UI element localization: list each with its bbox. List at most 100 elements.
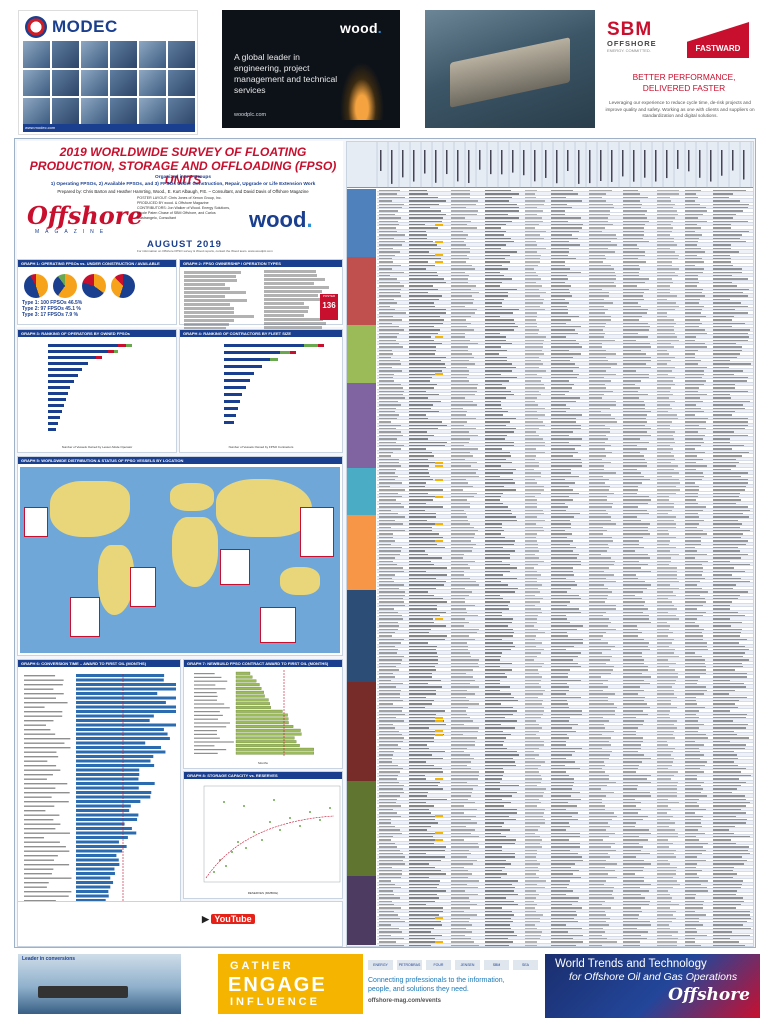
region-label <box>347 590 377 682</box>
region-label <box>347 682 377 781</box>
conversion-ad-label: Leader in conversions <box>22 956 75 962</box>
region-label <box>347 515 377 590</box>
graph-3-title: GRAPH 3: RANKING OF OPERATORS BY OWNED F… <box>18 330 176 337</box>
trends-line-1: World Trends and Technology <box>555 958 707 971</box>
operator-legend <box>184 270 340 330</box>
world-trends-ad[interactable]: World Trends and Technology for Offshore… <box>545 954 760 1018</box>
map-callout <box>130 567 156 607</box>
graph-8-title: GRAPH 8: STORAGE CAPACITY vs. RESERVES <box>184 772 342 779</box>
wood-logo-large: wood. <box>249 207 313 233</box>
table-row <box>347 944 754 947</box>
sbm-headline: BETTER PERFORMANCE, DELIVERED FASTER <box>610 72 758 94</box>
youtube-logo[interactable]: ▶ YouTube <box>202 914 255 925</box>
sponsor-logo: JENSEN <box>455 960 480 970</box>
modec-photo-grid <box>23 41 195 125</box>
poster-title: 2019 WORLDWIDE SURVEY OF FLOATING PRODUC… <box>25 145 341 187</box>
graph-8-plot <box>184 782 344 894</box>
type-3-value: Type 3: 17 FPSOs 7.9 % <box>22 312 174 318</box>
wood-url: woodplc.com <box>234 112 266 118</box>
sponsor-strip: ▶ YouTube <box>17 901 343 947</box>
table-header-grid <box>347 142 754 188</box>
type-breakdown: Type 1: 100 FPSOs 46.5% Type 2: 97 FPSOs… <box>22 300 174 318</box>
graph-7-newbuild: GRAPH 7: NEWBUILD FPSO CONTRACT AWARD TO… <box>183 659 343 769</box>
graph-6-title: GRAPH 6: CONVERSION TIME – AWARD TO FIRS… <box>18 660 180 667</box>
australia <box>280 567 320 595</box>
map-title: GRAPH 5: WORLDWIDE DISTRIBUTION & STATUS… <box>18 457 342 464</box>
fpso-survey-poster: 2019 WORLDWIDE SURVEY OF FLOATING PRODUC… <box>14 138 756 948</box>
graph-2-types: GRAPH 2: FPSO OWNERSHIP / OPERATION TYPE… <box>179 259 343 325</box>
africa <box>172 517 218 587</box>
region-label <box>347 257 377 325</box>
modec-url: www.modec.com <box>23 124 195 132</box>
sponsor-logo: ENERGY <box>368 960 393 970</box>
influence-text: INFLUENCE <box>230 996 320 1008</box>
events-ad[interactable]: ENERGY PETROBRAS FOUR JENSEN SBM SEA Con… <box>368 954 538 1014</box>
pie-chart-3 <box>82 274 106 298</box>
poster-number-tag: POSTER 136 <box>320 294 338 320</box>
graph-1-title: GRAPH 1: OPERATING FPSOs vs. UNDER CONST… <box>18 260 176 267</box>
gather-engage-ad[interactable]: GATHER ENGAGE INFLUENCE <box>218 954 363 1014</box>
pie-chart-1 <box>24 274 48 298</box>
fpso-photo <box>425 10 595 128</box>
sponsor-logo: SBM <box>484 960 509 970</box>
graph-8-scatter: GRAPH 8: STORAGE CAPACITY vs. RESERVES R… <box>183 771 343 899</box>
region-label <box>347 325 377 383</box>
sponsor-logo: PETROBRAS <box>397 960 422 970</box>
graph-3-bars <box>18 340 178 440</box>
trends-line-2: for Offshore Oil and Gas Operations <box>569 971 737 983</box>
organized-text: Organized into 3 Groups <box>25 175 341 180</box>
wood-ad[interactable]: wood. A global leader in engineering, pr… <box>222 10 400 128</box>
region-label <box>347 876 377 945</box>
wood-logo: wood. <box>340 20 382 36</box>
fast4ward-logo: FASTWARD <box>687 22 749 58</box>
region-label <box>347 383 377 468</box>
region-label <box>347 468 377 516</box>
sponsor-logo: FOUR <box>426 960 451 970</box>
fpso-ship-image <box>450 37 570 108</box>
fpso-data-table <box>346 141 754 947</box>
credits: POSTER LAYOUT: Chris Jones of Xenon Grou… <box>137 196 237 221</box>
offshore-logo-small: Offshore <box>668 985 750 1005</box>
graph-4-title: GRAPH 4: RANKING OF CONTRACTORS BY FLEET… <box>180 330 342 337</box>
graph-7-axis: Months <box>184 761 342 765</box>
table-header <box>347 142 754 188</box>
south-america <box>98 545 134 615</box>
fpso-hull-image <box>38 986 128 998</box>
table-body <box>347 189 754 947</box>
engage-text: ENGAGE <box>228 974 327 997</box>
wood-tagline: A global leader in engineering, project … <box>234 52 344 96</box>
asia <box>216 479 312 537</box>
graph-1-pies: GRAPH 1: OPERATING FPSOs vs. UNDER CONST… <box>17 259 177 325</box>
world-map: GRAPH 5: WORLDWIDE DISTRIBUTION & STATUS… <box>17 456 343 656</box>
sponsor-logo: SEA <box>513 960 538 970</box>
modec-logo-text: MODEC <box>52 17 118 37</box>
gather-text: GATHER <box>230 960 294 972</box>
region-label <box>347 781 377 876</box>
sbm-body: Leveraging our experience to reduce cycl… <box>605 100 755 120</box>
connect-text: Connecting professionals to the informat… <box>368 976 528 994</box>
map-ocean <box>20 467 340 653</box>
graph-3-axis: Number of Vessels Owned by Lessor-Mode O… <box>18 445 176 449</box>
north-america <box>50 481 130 537</box>
conversion-leader-ad[interactable]: Leader in conversions <box>18 954 181 1014</box>
graph-8-axis: RESERVES (MMBOE) <box>184 891 342 895</box>
sponsor-logos: ENERGY PETROBRAS FOUR JENSEN SBM SEA <box>368 960 538 970</box>
pie-chart-4 <box>111 274 135 298</box>
region-label <box>347 189 377 257</box>
map-callout <box>70 597 100 637</box>
graph-3-operators: GRAPH 3: RANKING OF OPERATORS BY OWNED F… <box>17 329 177 453</box>
modec-ad[interactable]: MODEC www.modec.com <box>18 10 198 135</box>
events-url[interactable]: offshore-mag.com/events <box>368 998 441 1004</box>
prepared-by: Prepared by: Chris Barton and Heather Ha… <box>25 189 341 194</box>
graph-2-title: GRAPH 2: FPSO OWNERSHIP / OPERATION TYPE… <box>180 260 342 267</box>
graph-7-title: GRAPH 7: NEWBUILD FPSO CONTRACT AWARD TO… <box>184 660 342 667</box>
offshore-logo: Offshore <box>27 201 143 230</box>
map-callout <box>260 607 296 643</box>
map-callout <box>220 549 250 585</box>
magazine-label: MAGAZINE <box>35 229 109 235</box>
modec-mark-icon <box>25 16 47 38</box>
sbm-ad[interactable]: SBM OFFSHORE ENERGY. COMMITTED. FASTWARD… <box>425 10 760 128</box>
issue-fine-print: For information on Offshore FPSO survey … <box>137 249 277 253</box>
sbm-logo: SBM OFFSHORE ENERGY. COMMITTED. <box>607 20 677 60</box>
